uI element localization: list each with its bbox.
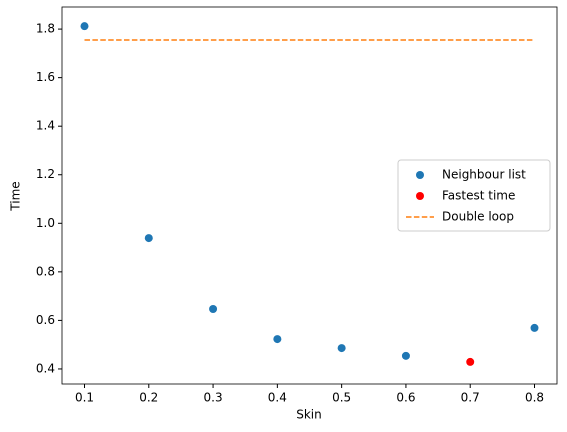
y-tick-label: 0.4 xyxy=(36,361,55,375)
x-tick-label: 0.8 xyxy=(525,391,544,405)
y-axis-label: Time xyxy=(9,181,23,211)
x-tick-label: 0.4 xyxy=(268,391,287,405)
x-tick-label: 0.2 xyxy=(139,391,158,405)
y-tick-label: 1.6 xyxy=(36,70,55,84)
point xyxy=(80,22,89,31)
legend-label: Double loop xyxy=(442,210,514,224)
point xyxy=(337,344,346,353)
y-tick-label: 1.2 xyxy=(36,167,55,181)
legend-box xyxy=(397,159,551,232)
x-tick-label: 0.5 xyxy=(332,391,351,405)
point xyxy=(530,323,539,332)
point xyxy=(273,335,282,344)
y-tick-label: 0.8 xyxy=(36,264,55,278)
x-tick-label: 0.6 xyxy=(396,391,415,405)
y-tick-label: 1.0 xyxy=(36,216,55,230)
legend-marker xyxy=(416,192,424,200)
legend-marker xyxy=(416,171,424,179)
axes-frame xyxy=(61,6,558,385)
x-tick-label: 0.3 xyxy=(204,391,223,405)
x-axis-label: Skin xyxy=(296,408,322,422)
legend-label: Fastest time xyxy=(442,189,515,203)
y-tick-label: 0.6 xyxy=(36,313,55,327)
x-tick-label: 0.7 xyxy=(461,391,480,405)
y-tick-label: 1.8 xyxy=(36,22,55,36)
point xyxy=(144,234,153,243)
legend-label: Neighbour list xyxy=(442,168,526,182)
x-tick-label: 0.1 xyxy=(75,391,94,405)
y-tick-label: 1.4 xyxy=(36,119,55,133)
point xyxy=(466,357,475,366)
point xyxy=(209,304,218,313)
point xyxy=(401,351,410,360)
